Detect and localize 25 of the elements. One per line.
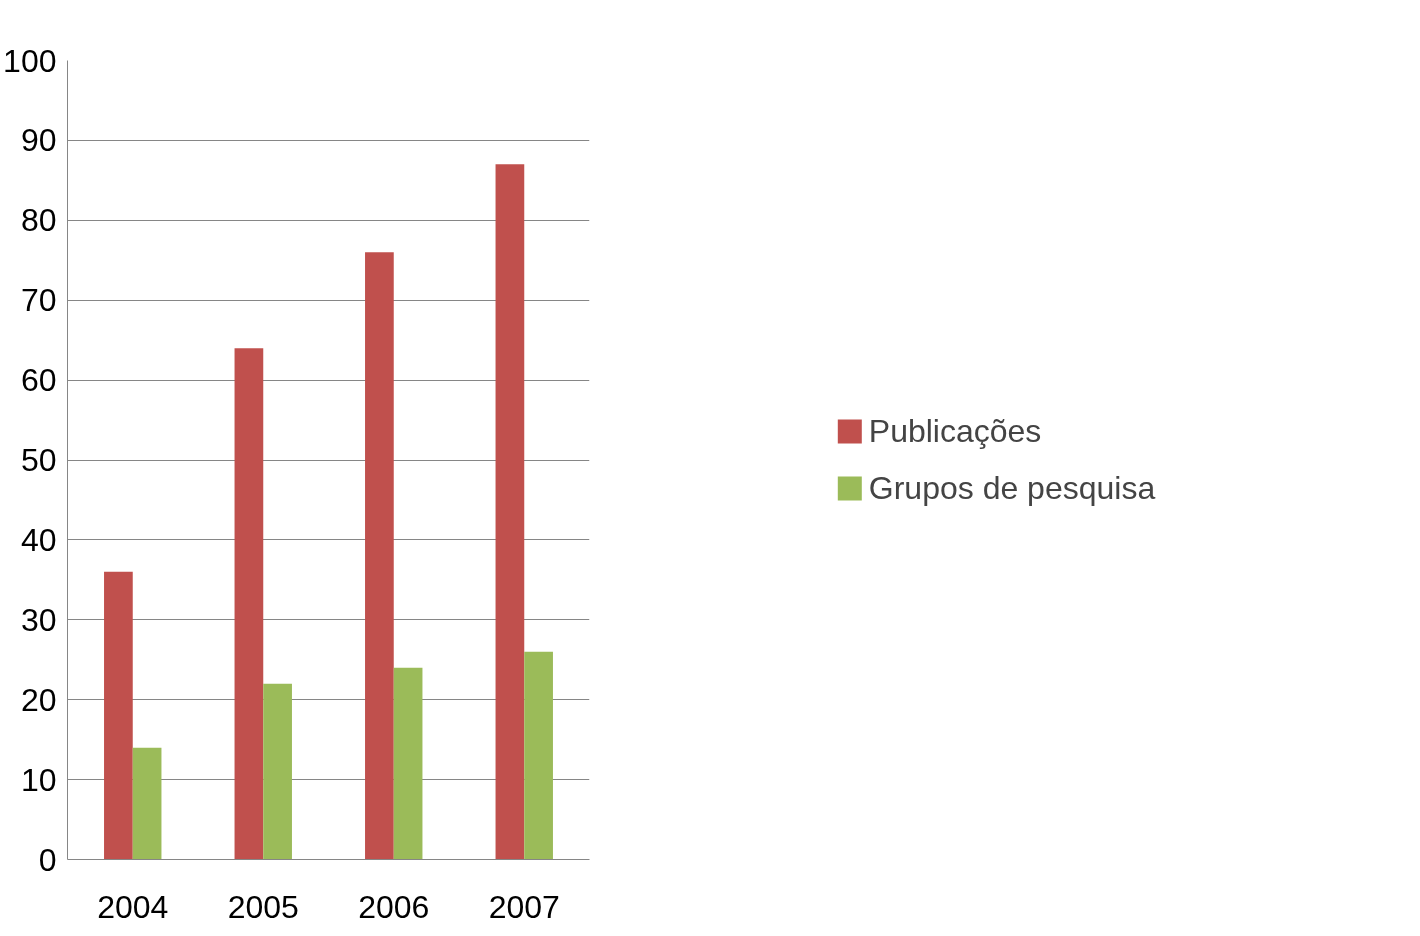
x-tick-label: 2004 [97,888,169,925]
bar [132,747,162,860]
x-tick-label: 2006 [358,888,430,925]
bar [234,348,264,860]
bar [365,252,394,860]
x-tick-label: 2007 [488,888,560,925]
x-tick-label: 2005 [227,888,299,925]
y-tick-label: 70 [20,282,57,319]
y-tick-label: 30 [20,601,57,638]
y-tick-label: 80 [20,202,57,239]
bar [104,571,133,860]
y-tick-label: 90 [20,122,57,159]
bar [495,164,525,860]
y-tick-label: 40 [20,521,57,558]
legend-label: Publicações [868,412,1042,450]
y-tick-label: 60 [20,362,57,399]
y-tick-label: 100 [3,42,57,79]
y-tick-label: 50 [20,442,57,478]
y-tick-label: 10 [20,761,57,798]
bar [524,651,553,860]
bar [393,667,423,860]
legend-label: Grupos de pesquisa [868,469,1156,507]
y-tick-label: 20 [20,681,57,718]
y-tick-label: 0 [38,841,57,878]
bar [263,683,292,860]
